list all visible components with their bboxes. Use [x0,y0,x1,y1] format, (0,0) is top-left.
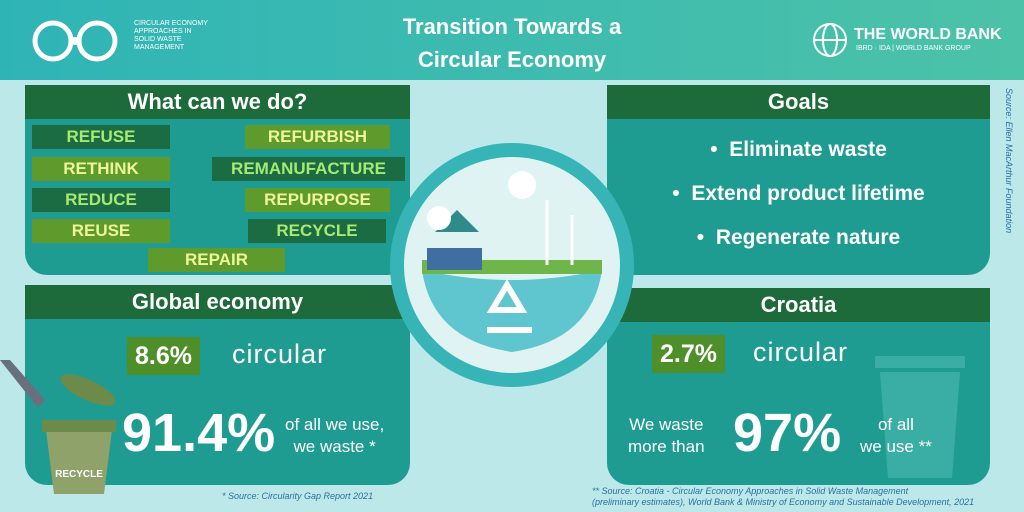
goal: • Regenerate nature [696,226,901,249]
goal-text: Eliminate waste [729,138,887,161]
title-line: Transition Towards a [402,14,622,39]
footnote: * Source: Circularity Gap Report 2021 [222,491,374,501]
action-tag: REFUSE [32,125,170,149]
stat-label: circular [753,337,849,367]
wb-globe [813,23,847,57]
line: (preliminary estimates), World Bank & Mi… [592,497,975,507]
big-stat: 91.4% [122,403,276,463]
footnote: ** Source: Croatia - Circular Economy Ap… [592,486,974,508]
panel-title: Global economy [25,285,410,319]
waste-pre: We waste more than [628,414,705,458]
org-sub: IBRD · IDA | WORLD BANK GROUP [856,45,971,52]
logo-line: SOLID WASTE [134,36,182,43]
line: of all we use, [285,415,385,434]
waste-text: of all we use ** [860,414,932,458]
recycle-bin: RECYCLE [0,360,116,494]
logo-icon [32,20,118,62]
line: we use ** [860,437,932,456]
action-tag: REPAIR [148,248,285,272]
stat-box: 8.6% [127,337,200,375]
panel-title: What can we do? [25,85,410,119]
stat-box: 2.7% [652,335,725,373]
action-tag: RECYCLE [248,219,386,243]
panel-title: Croatia [607,288,990,322]
action-tag: REDUCE [32,188,170,212]
line: we waste * [293,437,376,456]
stat-label: circular [232,339,328,369]
panel-title: Goals [607,85,990,119]
goal: • Extend product lifetime [672,182,925,205]
goal-text: Regenerate nature [715,226,901,249]
logo-text: CIRCULAR ECONOMY APPROACHES IN SOLID WASTE… [134,20,208,52]
waste-text: of all we use, we waste * [285,414,384,458]
earth-illustration [390,143,634,387]
big-stat: 97% [733,403,842,463]
line: more than [628,437,705,456]
title-line: Circular Economy [417,47,607,72]
org-name: THE WORLD BANK [854,26,1002,43]
line: of all [877,415,914,434]
action-tag: REFURBISH [245,125,390,149]
bin-label: RECYCLE [55,469,103,480]
title: Transition Towards a Circular Economy [312,10,712,76]
bin-outline [875,356,965,478]
action-tag: REPURPOSE [245,188,390,212]
goal: • Eliminate waste [710,138,887,161]
logo-line: CIRCULAR ECONOMY [134,20,208,27]
action-tag: REMANUFACTURE [212,157,405,181]
logo-line: APPROACHES IN [134,28,192,35]
action-tag: RETHINK [32,157,170,181]
action-tag: REUSE [32,219,170,243]
line: ** Source: Croatia - Circular Economy Ap… [592,486,909,496]
side-source: Source: Ellen MacArthur Foundation [1004,88,1014,234]
logo-line: MANAGEMENT [134,44,185,51]
line: We waste [629,415,704,434]
header-bar [0,0,1024,80]
goal-text: Extend product lifetime [691,182,925,205]
